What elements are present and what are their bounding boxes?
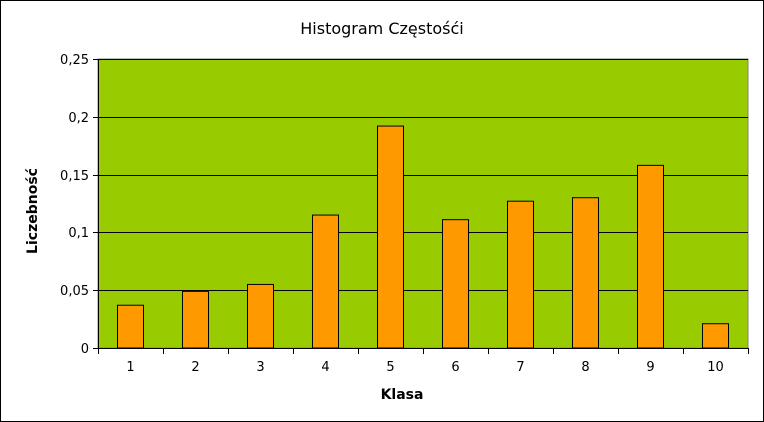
x-tick-label: 3 — [256, 360, 264, 375]
y-tick-label: 0,2 — [68, 111, 89, 126]
x-tick-label: 7 — [516, 360, 524, 375]
x-tick-label: 9 — [646, 360, 654, 375]
x-tick-label: 4 — [321, 360, 329, 375]
x-tick-label: 6 — [451, 360, 459, 375]
bar — [377, 125, 404, 349]
y-tick-label: 0,1 — [68, 226, 89, 241]
bars — [117, 125, 729, 349]
bar — [182, 290, 209, 349]
bar — [442, 219, 469, 349]
y-tick-label: 0,15 — [60, 169, 89, 184]
y-tick-label: 0,25 — [60, 53, 89, 68]
chart-title: Histogram Częstośći — [300, 19, 463, 38]
y-tick-label: 0 — [81, 342, 89, 357]
bar — [507, 200, 534, 349]
y-axis: 0 0,05 0,1 0,15 0,2 0,25 — [60, 53, 99, 357]
y-axis-title: Liczebność — [25, 168, 41, 254]
bar — [572, 197, 599, 349]
x-axis: 1 2 3 4 5 6 7 8 9 10 — [98, 348, 749, 375]
x-tick-label: 8 — [581, 360, 589, 375]
bar — [637, 164, 664, 349]
x-tick-label: 10 — [707, 360, 724, 375]
x-tick-label: 2 — [191, 360, 199, 375]
bar — [702, 323, 729, 349]
x-tick-label: 5 — [386, 360, 394, 375]
bar — [312, 214, 339, 349]
x-tick-label: 1 — [126, 360, 134, 375]
x-axis-title: Klasa — [381, 387, 424, 403]
bar — [117, 304, 144, 349]
y-tick-label: 0,05 — [60, 284, 89, 299]
bar — [247, 283, 274, 349]
